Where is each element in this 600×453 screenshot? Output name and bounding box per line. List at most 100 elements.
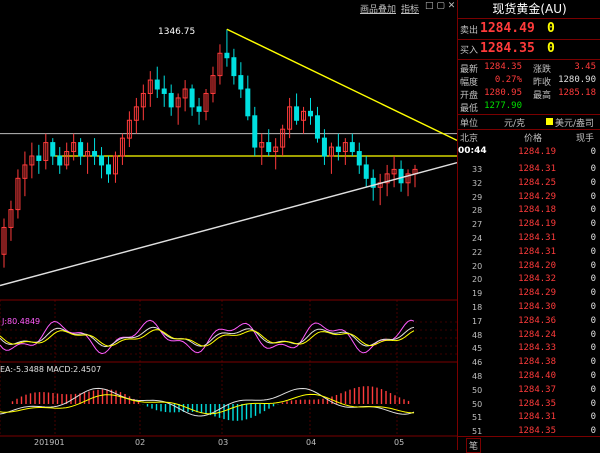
candle-body: [189, 88, 195, 108]
stat-change-label: 涨跌: [533, 65, 552, 75]
tick-vol: 0: [590, 177, 596, 188]
tick-row: 17 1284.36 0: [458, 313, 600, 330]
candle-body: [36, 155, 42, 161]
candle-body: [154, 79, 160, 90]
tick-price: 1284.36: [518, 315, 556, 326]
col-vol-header: 现手: [576, 134, 595, 144]
tick-price: 1284.33: [518, 343, 556, 354]
x-label-jan: 201901: [34, 438, 65, 447]
tick-price: 1284.31: [518, 164, 556, 174]
tick-row: 48 1284.40 0: [458, 368, 600, 385]
tick-vol: 0: [590, 260, 596, 271]
candle-body: [294, 106, 300, 121]
tick-time: 20: [472, 261, 483, 271]
sell-price: 1284.49: [480, 21, 535, 36]
stat-prevclose-label: 昨收: [533, 78, 552, 88]
buy-row[interactable]: 买入 1284.35 0: [458, 39, 600, 59]
currency-checkbox[interactable]: [546, 118, 553, 125]
tick-row: 29 1284.29 0: [458, 189, 600, 206]
tick-vol: 0: [590, 384, 596, 395]
candle-body: [405, 173, 411, 184]
kline-chart-area[interactable]: 画品叠加 指标 □ ▢ ✕ 1346.75 J:80.4849 EA:-5.34…: [0, 0, 457, 450]
tick-time: 45: [472, 344, 483, 354]
candle-body: [168, 92, 174, 108]
stats-divider: [458, 59, 600, 60]
tick-price: 1284.29: [518, 288, 556, 299]
tick-row: 48 1284.24 0: [458, 327, 600, 344]
stat-latest-label: 最新: [460, 65, 479, 75]
kline-chart[interactable]: [0, 0, 457, 450]
candle-body: [105, 164, 111, 175]
candle-body: [8, 209, 14, 228]
tick-time: 46: [472, 358, 483, 368]
stat-open-label: 开盘: [460, 91, 479, 101]
stat-latest-value: 1284.35: [484, 62, 522, 72]
tick-vol: 0: [590, 343, 596, 354]
indicator-link[interactable]: 指标: [401, 5, 420, 15]
tick-vol: 0: [590, 288, 596, 299]
tick-price: 1284.31: [518, 246, 556, 257]
overlay-link[interactable]: 画品叠加: [360, 5, 397, 15]
x-label-apr: 04: [306, 438, 317, 447]
candle-body: [224, 52, 230, 59]
candle-body: [238, 75, 244, 90]
buy-vol: 0: [547, 41, 555, 56]
kdj-j-line: [0, 319, 415, 355]
panel-title: 现货黄金(AU): [458, 0, 600, 19]
candle-body: [280, 128, 286, 148]
tick-price: 1284.20: [518, 260, 556, 271]
candle-body: [182, 88, 188, 99]
candle-body: [301, 110, 307, 121]
tick-price: 1284.29: [518, 191, 556, 202]
candle-body: [231, 57, 237, 77]
candle-body: [15, 177, 21, 211]
stat-high-label: 最高: [533, 91, 552, 101]
tick-row: 20 1284.20 0: [458, 258, 600, 275]
macd-label: EA:-5.3488 MACD:2.4507: [0, 365, 102, 374]
buy-price: 1284.35: [480, 41, 535, 56]
stat-change-value: 3.45: [574, 62, 596, 72]
tick-time: 33: [472, 165, 483, 174]
candle-body: [287, 106, 293, 130]
tick-vol: 0: [590, 412, 596, 423]
unit-ounce-option[interactable]: 美元/盎司: [555, 119, 595, 129]
tick-row: 20 1284.32 0: [458, 271, 600, 288]
candle-body: [245, 88, 251, 117]
tick-vol: 0: [590, 371, 596, 381]
candle-body: [252, 115, 258, 148]
candle-body: [147, 79, 153, 94]
tick-time: 48: [472, 330, 483, 340]
candle-body: [133, 106, 139, 121]
unit-gram-option[interactable]: 元/克: [504, 119, 526, 129]
tick-price: 1284.19: [518, 219, 556, 230]
tick-price: 1284.24: [518, 329, 556, 340]
candle-body: [92, 151, 98, 157]
tick-vol: 0: [590, 233, 596, 243]
tick-time: 50: [472, 385, 483, 395]
footer-tab[interactable]: 笔: [466, 438, 482, 453]
tick-row: 45 1284.33 0: [458, 340, 600, 357]
tick-row: 27 1284.19 0: [458, 216, 600, 233]
tick-row: 32 1284.25 0: [458, 175, 600, 192]
sell-vol: 0: [547, 21, 555, 36]
candle-body: [43, 142, 49, 161]
sell-label: 卖出: [460, 26, 479, 36]
col-price-header: 价格: [524, 134, 543, 144]
tick-price: 1284.18: [518, 205, 556, 216]
macd-dea-line: [0, 393, 415, 415]
candle-body: [64, 151, 70, 166]
window-controls[interactable]: □ ▢ ✕: [425, 1, 456, 11]
quote-panel: 现货黄金(AU) 卖出 1284.49 0 买入 1284.35 0 最新 12…: [457, 0, 600, 453]
candle-body: [175, 97, 181, 108]
tick-row: 46 1284.38 0: [458, 354, 600, 371]
tick-vol: 0: [590, 147, 596, 157]
candle-body: [314, 115, 320, 139]
candle-body: [321, 137, 327, 157]
candle-body: [85, 151, 91, 157]
tick-price: 1284.35: [518, 426, 556, 437]
tick-row: 50 1284.35 0: [458, 396, 600, 413]
candle-body: [308, 110, 314, 117]
candle-body: [99, 155, 105, 166]
x-label-mar: 03: [218, 438, 229, 447]
sell-row[interactable]: 卖出 1284.49 0: [458, 20, 600, 39]
